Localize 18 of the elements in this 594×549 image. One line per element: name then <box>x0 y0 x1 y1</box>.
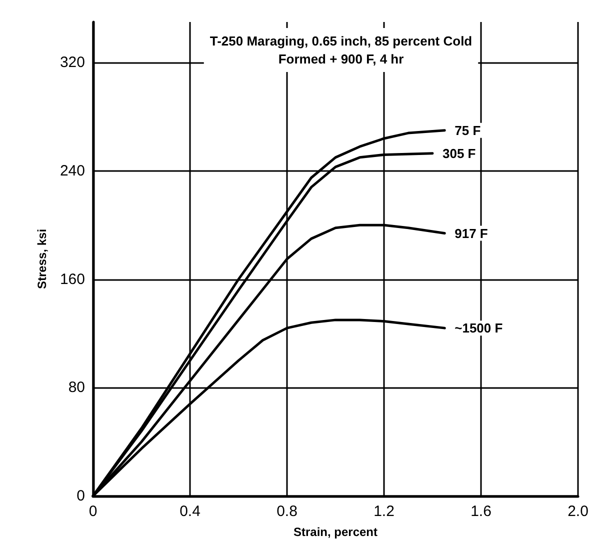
x-tick-label: 2.0 <box>568 503 588 520</box>
y-tick-label: 80 <box>68 379 85 396</box>
y-tick-label: 320 <box>60 54 85 72</box>
series-label: ~1500 F <box>454 320 503 336</box>
series-label: 917 F <box>454 226 488 241</box>
y-tick-label: 160 <box>60 270 85 288</box>
x-tick-label: 1.2 <box>374 503 394 520</box>
x-axis-title: Strain, percent <box>293 525 378 539</box>
y-tick-label: 240 <box>60 162 85 180</box>
series-label: 75 F <box>454 122 481 138</box>
series-label: 305 F <box>442 146 476 161</box>
x-tick-label: 0.8 <box>276 503 298 520</box>
y-axis-title: Stress, ksi <box>35 228 49 290</box>
x-tick-label: 1.6 <box>470 503 492 520</box>
x-tick-label: 0 <box>88 503 98 520</box>
y-tick-label: 0 <box>76 488 85 504</box>
x-tick-label: 0.4 <box>180 503 200 520</box>
text: T-250 Maraging, 0.65 inch, 85 percent Cold Formed + 900 F, 4 hr <box>210 34 472 66</box>
